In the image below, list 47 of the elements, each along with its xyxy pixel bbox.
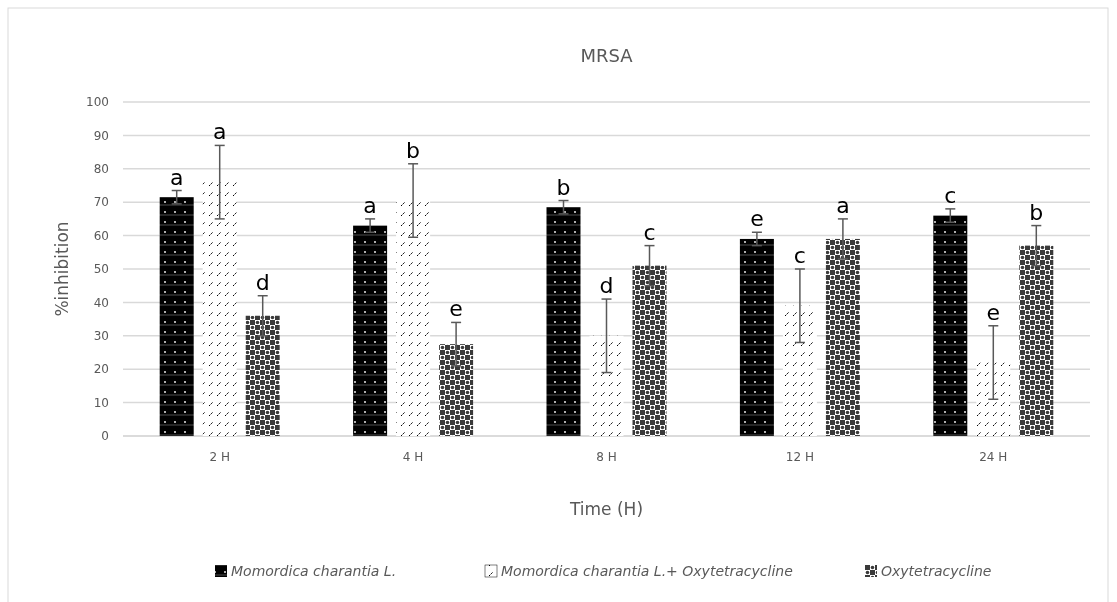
bar — [739, 238, 774, 436]
data-label: e — [750, 206, 764, 232]
data-label: c — [643, 219, 656, 245]
y-tick-label: 40 — [93, 295, 109, 310]
bar — [632, 265, 667, 436]
bar — [825, 238, 860, 436]
y-tick-label: 0 — [101, 429, 109, 444]
x-tick-label: 4 H — [402, 450, 424, 464]
bar — [1019, 245, 1054, 436]
data-label: d — [255, 269, 270, 295]
data-label: a — [836, 192, 850, 218]
bar — [546, 207, 581, 436]
data-label: c — [944, 182, 957, 208]
legend-label: Oxytetracycline — [881, 563, 992, 579]
chart-title: MRSA — [580, 45, 634, 66]
bar — [933, 215, 968, 436]
y-tick-label: 50 — [93, 262, 109, 277]
bar — [439, 344, 474, 436]
y-tick-label: 60 — [93, 228, 109, 243]
legend-label: Momordica charantia L.+ Oxytetracycline — [501, 563, 793, 579]
data-label: e — [449, 296, 463, 322]
data-label: a — [363, 192, 377, 218]
y-tick-label: 10 — [93, 395, 109, 410]
data-label: a — [212, 119, 227, 145]
data-label: c — [793, 243, 806, 268]
y-tick-label: 90 — [93, 128, 109, 143]
y-tick-label: 20 — [93, 362, 109, 377]
legend-label: Momordica charantia L. — [231, 563, 397, 579]
bar — [353, 225, 388, 436]
data-label: a — [169, 164, 184, 190]
data-label: b — [556, 174, 571, 200]
y-tick-label: 70 — [93, 195, 109, 210]
x-tick-label: 24 H — [979, 450, 1008, 464]
data-label: b — [406, 137, 421, 163]
x-tick-label: 12 H — [785, 450, 814, 464]
y-tick-label: 100 — [86, 95, 109, 110]
y-tick-label: 80 — [93, 162, 109, 176]
y-axis-title: %inhibition — [52, 221, 72, 317]
x-tick-label: 2 H — [209, 450, 230, 464]
bar — [159, 197, 194, 436]
data-label: b — [1029, 199, 1044, 225]
bar — [245, 315, 280, 436]
data-label: d — [599, 273, 614, 299]
y-tick-label: 30 — [93, 329, 109, 343]
data-label: e — [986, 299, 1001, 325]
x-axis-title: Time (H) — [568, 499, 644, 519]
x-tick-label: 8 H — [596, 450, 617, 464]
